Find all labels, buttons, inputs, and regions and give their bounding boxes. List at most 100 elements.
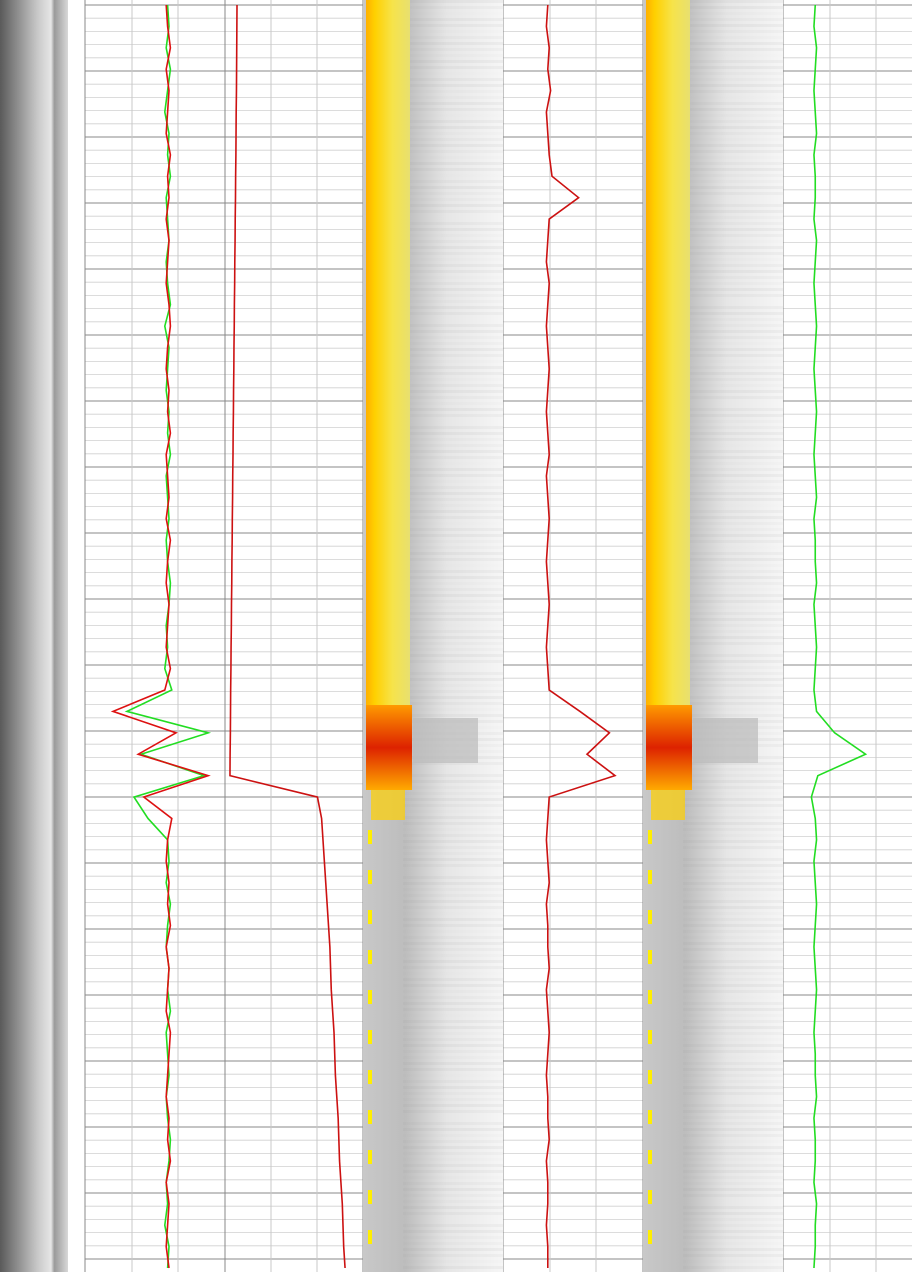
image-texture	[683, 294, 783, 297]
image-texture	[403, 156, 503, 159]
image-band	[646, 0, 690, 720]
image-texture	[403, 600, 503, 603]
image-texture	[403, 654, 503, 657]
image-texture	[403, 1158, 503, 1161]
image-texture	[683, 114, 783, 117]
image-texture	[683, 312, 783, 315]
image-texture	[403, 330, 503, 333]
image-texture	[683, 1014, 783, 1017]
image-texture	[683, 1110, 783, 1113]
image-texture	[403, 18, 503, 21]
image-texture	[403, 1056, 503, 1059]
image-texture	[683, 66, 783, 69]
image-texture	[403, 48, 503, 51]
image-texture	[683, 198, 783, 201]
image-texture	[403, 120, 503, 123]
image-texture	[683, 942, 783, 945]
image-tracks	[363, 0, 783, 1272]
image-texture	[403, 486, 503, 489]
image-texture	[403, 618, 503, 621]
image-texture	[403, 894, 503, 897]
image-texture	[403, 360, 503, 363]
image-texture	[403, 1014, 503, 1017]
image-texture	[403, 72, 503, 75]
image-texture	[403, 774, 503, 777]
image-texture	[683, 150, 783, 153]
image-texture	[683, 600, 783, 603]
image-texture	[683, 786, 783, 789]
image-texture	[403, 558, 503, 561]
image-texture	[403, 1200, 503, 1203]
image-texture	[683, 1212, 783, 1215]
image-speck	[648, 830, 652, 844]
image-texture	[683, 1116, 783, 1119]
image-texture	[683, 1254, 783, 1257]
image-texture	[683, 240, 783, 243]
image-texture	[683, 384, 783, 387]
image-texture	[683, 324, 783, 327]
image-texture	[403, 846, 503, 849]
image-texture	[683, 84, 783, 87]
image-texture	[403, 1038, 503, 1041]
image-texture	[683, 672, 783, 675]
image-texture	[403, 276, 503, 279]
image-texture	[683, 342, 783, 345]
image-texture	[403, 684, 503, 687]
image-texture	[403, 876, 503, 879]
image-texture	[403, 30, 503, 33]
image-texture	[403, 204, 503, 207]
image-texture	[403, 354, 503, 357]
image-texture	[403, 1044, 503, 1047]
image-texture	[403, 1212, 503, 1215]
image-texture	[683, 678, 783, 681]
image-texture	[403, 582, 503, 585]
image-texture	[403, 906, 503, 909]
image-texture	[403, 690, 503, 693]
image-texture	[403, 942, 503, 945]
image-texture	[683, 660, 783, 663]
image-texture	[403, 780, 503, 783]
log-curve	[546, 5, 615, 1268]
image-texture	[683, 1242, 783, 1245]
image-texture	[403, 1116, 503, 1119]
image-texture	[683, 816, 783, 819]
image-texture	[683, 0, 783, 3]
image-texture	[403, 648, 503, 651]
image-texture	[683, 888, 783, 891]
image-texture	[403, 978, 503, 981]
image-texture	[683, 804, 783, 807]
image-texture	[403, 612, 503, 615]
image-texture	[403, 36, 503, 39]
image-texture	[683, 774, 783, 777]
image-texture	[683, 174, 783, 177]
image-texture	[683, 768, 783, 771]
image-texture	[403, 714, 503, 717]
image-texture	[683, 582, 783, 585]
image-texture	[683, 432, 783, 435]
image-tail	[371, 790, 405, 820]
image-texture	[403, 54, 503, 57]
image-speck	[368, 950, 372, 964]
image-texture	[683, 1050, 783, 1053]
image-texture	[683, 300, 783, 303]
image-dark	[693, 718, 758, 763]
image-texture	[403, 918, 503, 921]
image-texture	[683, 624, 783, 627]
image-texture	[683, 18, 783, 21]
image-texture	[403, 252, 503, 255]
image-texture	[403, 342, 503, 345]
image-texture	[683, 594, 783, 597]
image-texture	[403, 804, 503, 807]
image-texture	[683, 996, 783, 999]
image-texture	[683, 978, 783, 981]
image-texture	[683, 222, 783, 225]
image-speck	[368, 1030, 372, 1044]
image-texture	[403, 426, 503, 429]
image-texture	[403, 432, 503, 435]
image-texture	[683, 510, 783, 513]
image-texture	[683, 486, 783, 489]
image-texture	[403, 42, 503, 45]
image-texture	[683, 534, 783, 537]
image-texture	[403, 1254, 503, 1257]
image-texture	[403, 708, 503, 711]
